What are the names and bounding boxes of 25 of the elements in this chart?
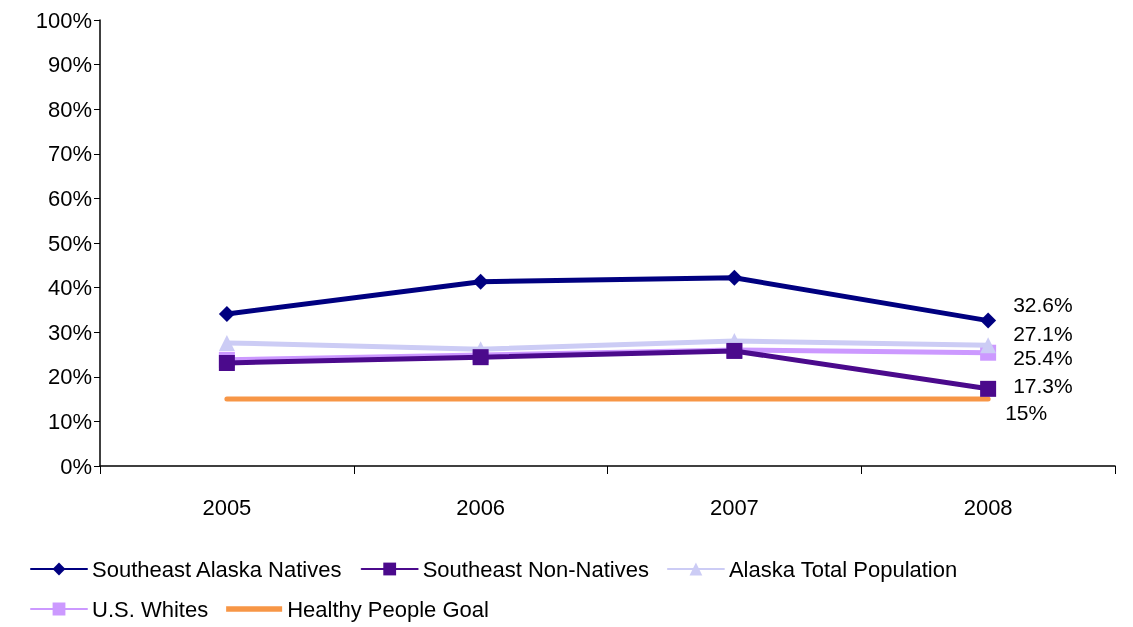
legend-label: Southeast Alaska Natives [92,556,342,582]
legend-label: Healthy People Goal [287,596,489,622]
data-label: 27.1% [1013,321,1073,345]
y-tick-label: 10% [47,408,92,434]
x-tick-label: 2005 [202,494,252,520]
x-tick-label: 2007 [709,494,759,520]
y-tick-label: 100% [35,7,92,33]
legend-label: Alaska Total Population [728,556,958,582]
data-label: 25.4% [1013,346,1073,370]
y-tick-label: 60% [47,185,92,211]
data-label: 32.6% [1013,293,1073,317]
y-tick-label: 90% [47,52,92,78]
x-tick-label: 2006 [456,494,506,520]
legend-label: U.S. Whites [92,596,209,622]
y-tick-label: 70% [47,141,92,167]
y-tick-label: 30% [47,319,92,345]
y-tick-label: 80% [47,96,92,122]
data-label: 17.3% [1013,374,1073,398]
data-label: 15% [1005,400,1048,424]
y-tick-label: 40% [47,275,92,301]
y-tick-label: 50% [47,230,92,256]
y-tick-label: 0% [60,453,92,479]
x-tick-label: 2008 [963,494,1013,520]
legend-label: Southeast Non-Natives [422,556,649,582]
y-tick-label: 20% [47,364,92,390]
